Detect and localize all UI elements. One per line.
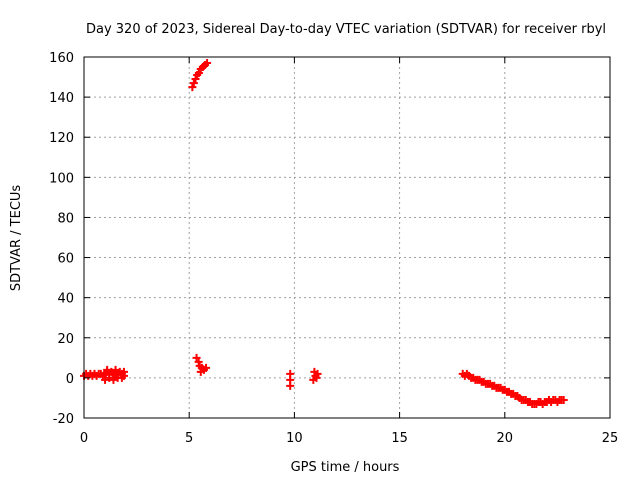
y-tick-label: 20 bbox=[57, 332, 74, 347]
data-points bbox=[80, 59, 568, 408]
data-point-marker bbox=[101, 375, 110, 384]
x-axis-ticks: 0 5 10 15 20 25 bbox=[80, 57, 618, 446]
y-axis-label: SDTVAR / TECUs bbox=[9, 185, 24, 292]
data-point-marker bbox=[559, 395, 568, 404]
data-point-marker bbox=[111, 365, 120, 374]
data-point-marker bbox=[191, 75, 200, 84]
data-point-marker bbox=[194, 69, 203, 78]
data-point-marker bbox=[188, 83, 197, 92]
x-tick-label: 0 bbox=[80, 431, 88, 446]
y-tick-label: 160 bbox=[49, 51, 74, 66]
data-point-marker bbox=[196, 367, 205, 376]
data-point-marker bbox=[202, 363, 211, 372]
grid-lines bbox=[84, 57, 610, 418]
y-tick-label: 60 bbox=[57, 252, 74, 267]
y-axis-ticks: -20 0 20 40 60 80 100 120 140 160 bbox=[49, 51, 610, 427]
chart-title: Day 320 of 2023, Sidereal Day-to-day VTE… bbox=[86, 22, 606, 37]
data-point-marker bbox=[105, 373, 114, 382]
y-tick-label: 120 bbox=[49, 131, 74, 146]
data-point-marker bbox=[310, 367, 319, 376]
x-tick-label: 5 bbox=[185, 431, 193, 446]
y-tick-label: 0 bbox=[66, 372, 74, 387]
x-tick-label: 15 bbox=[391, 431, 408, 446]
y-tick-label: 40 bbox=[57, 292, 74, 307]
data-point-marker bbox=[286, 369, 295, 378]
data-point-marker bbox=[117, 373, 126, 382]
x-tick-label: 20 bbox=[497, 431, 514, 446]
y-tick-label: 80 bbox=[57, 211, 74, 226]
data-point-marker bbox=[189, 79, 198, 88]
x-axis-label: GPS time / hours bbox=[291, 460, 400, 475]
plot-frame bbox=[83, 56, 611, 419]
data-point-marker bbox=[194, 357, 203, 366]
data-point-marker bbox=[103, 365, 112, 374]
y-tick-label: 100 bbox=[49, 171, 74, 186]
data-point-marker bbox=[192, 353, 201, 362]
x-tick-label: 25 bbox=[602, 431, 619, 446]
data-point-marker bbox=[312, 373, 321, 382]
data-point-marker bbox=[119, 367, 128, 376]
data-point-marker bbox=[203, 59, 212, 68]
y-tick-label: 140 bbox=[49, 91, 74, 106]
y-tick-label: -20 bbox=[53, 412, 74, 427]
x-tick-label: 10 bbox=[286, 431, 303, 446]
data-point-marker bbox=[109, 375, 118, 384]
